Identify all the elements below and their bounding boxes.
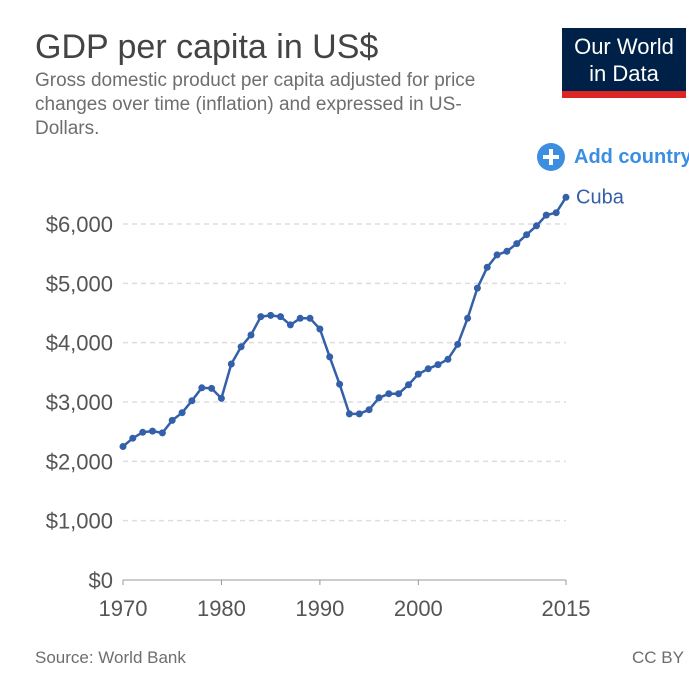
series-layer: Cuba	[119, 186, 625, 450]
x-tick-label: 2000	[394, 596, 443, 621]
data-point	[365, 406, 373, 414]
y-tick-label: $2,000	[46, 449, 113, 474]
data-point	[345, 410, 353, 418]
add-country-button[interactable]: Add country	[537, 142, 689, 172]
data-point	[119, 443, 127, 450]
logo-line-1: Our World	[574, 34, 674, 59]
y-tick-label: $1,000	[46, 509, 113, 534]
data-point	[424, 365, 432, 373]
data-point	[277, 313, 284, 321]
owid-logo[interactable]: Our World in Data	[562, 28, 686, 98]
data-point	[316, 325, 324, 333]
data-point	[414, 370, 422, 378]
plus-circle-icon	[537, 143, 565, 171]
data-point	[503, 247, 511, 255]
data-point	[296, 314, 304, 322]
data-point	[306, 314, 314, 322]
data-point	[267, 311, 275, 319]
logo-red-bar	[562, 91, 686, 98]
x-tick-label: 1990	[295, 596, 344, 621]
data-point	[444, 355, 452, 363]
data-point	[247, 331, 255, 339]
x-tick-label: 1970	[99, 596, 148, 621]
data-point	[198, 384, 206, 392]
data-point	[395, 390, 403, 398]
data-point	[542, 211, 550, 219]
data-point	[483, 263, 491, 271]
chart-subtitle: Gross domestic product per capita adjust…	[35, 70, 476, 139]
data-point	[188, 397, 196, 405]
data-point	[513, 240, 521, 248]
data-point	[178, 409, 186, 417]
x-tick-label: 2015	[542, 596, 591, 621]
data-point	[237, 343, 245, 351]
data-point	[473, 284, 481, 292]
series-label: Cuba	[576, 186, 625, 208]
license-note[interactable]: CC BY	[632, 648, 684, 667]
add-country-label: Add country	[574, 145, 689, 168]
grid-lines	[123, 223, 566, 581]
data-point	[227, 360, 235, 368]
data-point	[129, 434, 137, 442]
data-point	[355, 410, 363, 418]
series-line	[122, 196, 568, 448]
data-point	[375, 394, 383, 402]
y-tick-label: $5,000	[46, 271, 113, 296]
data-point	[552, 209, 560, 217]
y-tick-label: $6,000	[46, 212, 113, 237]
y-tick-label: $4,000	[46, 331, 113, 356]
data-point	[523, 231, 531, 239]
data-point	[454, 340, 462, 348]
data-point	[286, 321, 294, 329]
data-point	[434, 361, 442, 369]
data-point	[493, 251, 501, 259]
chart-title: GDP per capita in US$	[35, 28, 379, 66]
data-point	[405, 381, 412, 389]
logo-line-2: in Data	[589, 61, 659, 86]
data-point	[336, 380, 344, 388]
x-tick-label: 1980	[197, 596, 246, 621]
data-point	[158, 429, 166, 437]
data-point	[533, 222, 540, 230]
data-point	[149, 427, 156, 435]
data-point	[385, 390, 393, 398]
data-point	[562, 193, 570, 201]
data-point	[208, 384, 216, 392]
source-note[interactable]: Source: World Bank	[35, 648, 186, 667]
axes: $0 $1,000 $2,000 $3,000 $4,000 $5,000 $6,000 19…	[46, 212, 591, 621]
data-point	[217, 394, 225, 402]
data-point	[464, 314, 472, 322]
data-point	[257, 313, 265, 321]
y-tick-label: $0	[89, 568, 113, 593]
y-tick-label: $3,000	[46, 390, 113, 415]
data-point	[168, 416, 176, 424]
data-point	[139, 428, 147, 436]
data-point	[326, 353, 334, 361]
